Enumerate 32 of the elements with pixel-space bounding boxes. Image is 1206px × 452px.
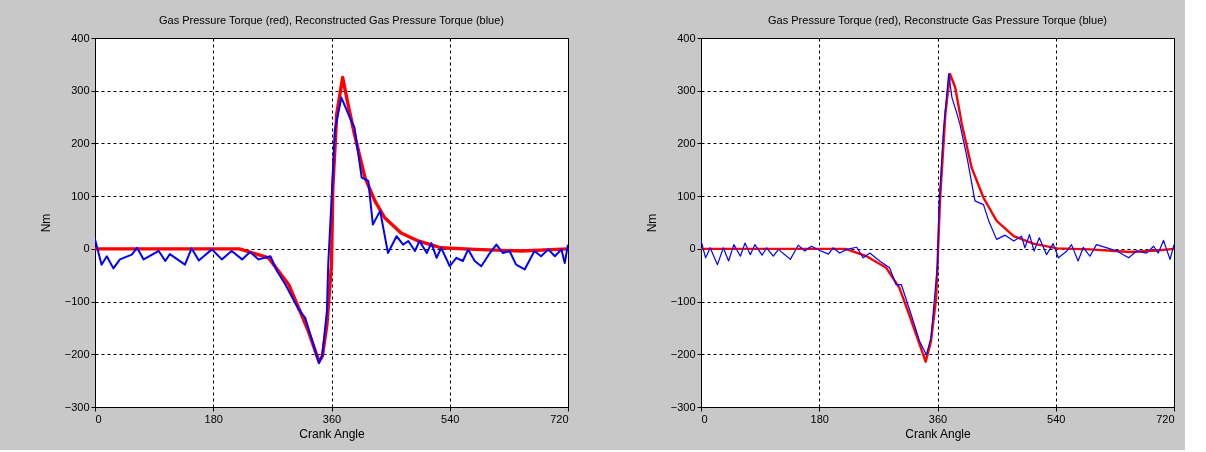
x-tick-label: 720	[1156, 412, 1175, 425]
x-axis-title: Crank Angle	[299, 426, 366, 441]
y-tick-label: −100	[670, 295, 696, 308]
y-tick-label: 300	[677, 84, 696, 97]
chart-title: Gas Pressure Torque (red), Reconstructe Gas Pressure Torque (blue)	[768, 14, 1107, 26]
y-tick-label: 0	[689, 242, 696, 255]
y-tick-label: −200	[670, 347, 696, 360]
x-axis-title: Crank Angle	[905, 426, 972, 441]
x-tick-label: 720	[550, 412, 569, 425]
y-tick-label: −300	[670, 400, 696, 413]
y-tick-label: 200	[677, 136, 696, 149]
x-tick-label: 540	[1047, 412, 1066, 425]
y-tick-label: −200	[64, 347, 90, 360]
x-tick-label: 180	[204, 412, 223, 425]
x-tick-label: 0	[701, 412, 708, 425]
y-tick-label: 400	[71, 31, 90, 44]
y-axis-title: Nm	[38, 213, 53, 233]
y-tick-label: 300	[71, 84, 90, 97]
x-tick-label: 360	[928, 412, 948, 425]
x-tick-label: 540	[441, 412, 460, 425]
chart-title: Gas Pressure Torque (red), Reconstructed Gas Pressure Torque (blue)	[158, 14, 505, 26]
x-tick-label: 0	[95, 412, 102, 425]
y-tick-label: −100	[64, 295, 90, 308]
y-tick-label: 0	[83, 242, 90, 255]
y-tick-label: 100	[677, 189, 696, 202]
y-tick-label: 400	[677, 31, 696, 44]
y-tick-label: −300	[64, 400, 90, 413]
y-tick-label: 100	[71, 189, 90, 202]
y-tick-label: 200	[71, 136, 90, 149]
y-axis-title: Nm	[644, 213, 659, 233]
x-tick-label: 180	[810, 412, 829, 425]
x-tick-label: 360	[322, 412, 342, 425]
